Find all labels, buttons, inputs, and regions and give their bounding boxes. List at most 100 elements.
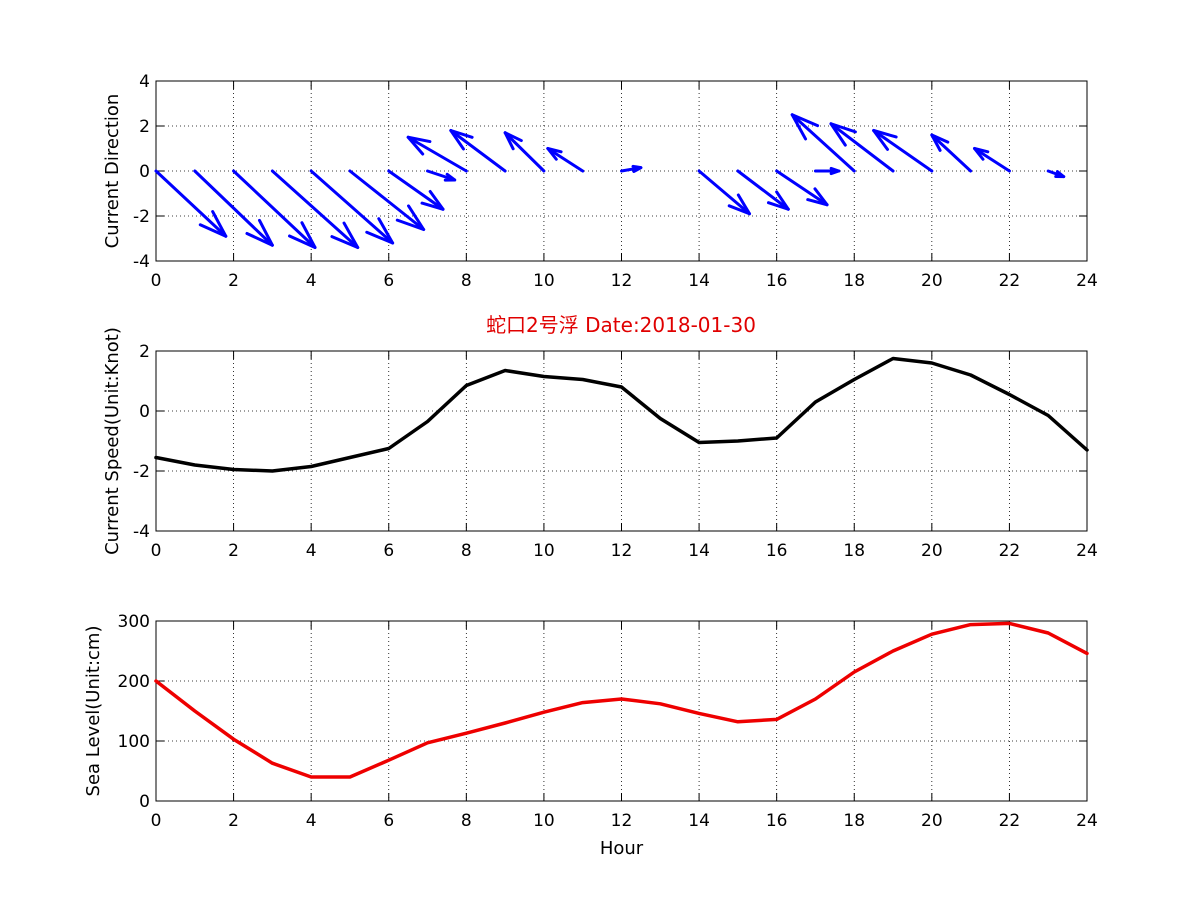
x-tick-label: 12 [611, 271, 633, 291]
vector-head [406, 135, 432, 156]
series-line [154, 356, 1089, 473]
vector-shaft [309, 169, 395, 245]
x-tick-label: 22 [999, 541, 1021, 561]
current-vector [697, 169, 752, 216]
x-tick-label: 8 [461, 811, 472, 831]
vector-head [872, 129, 898, 151]
x-tick-label: 2 [228, 541, 239, 561]
vector-shaft [193, 169, 274, 247]
vector-head [829, 122, 857, 147]
x-tick-label: 2 [228, 811, 239, 831]
y-tick-label: 2 [139, 117, 150, 137]
current-vector [829, 122, 895, 173]
x-axis-label: Hour [600, 838, 644, 859]
x-tick-label: 16 [766, 541, 788, 561]
x-tick-label: 20 [921, 811, 943, 831]
vector-shaft [790, 113, 856, 173]
current-vector [232, 169, 317, 249]
y-tick-label: 300 [118, 612, 150, 632]
y-tick-label: 0 [139, 402, 150, 422]
vector-shaft [546, 147, 585, 173]
x-tick-label: 20 [921, 541, 943, 561]
vector-head [288, 221, 317, 249]
vector-head [973, 147, 990, 161]
vector-head [365, 217, 395, 245]
vector-head [443, 172, 457, 182]
current-vector [775, 169, 829, 207]
x-tick-label: 14 [688, 541, 710, 561]
vector-head [449, 129, 474, 151]
vector-shaft [232, 169, 317, 249]
vector-head [420, 190, 445, 211]
current-vector [503, 131, 546, 173]
vector-head [330, 221, 360, 249]
vector-shaft [406, 135, 468, 173]
y-axis-label: Current Speed(Unit:Knot) [102, 327, 123, 555]
y-tick-label: 200 [118, 672, 150, 692]
vector-head [546, 147, 563, 161]
x-tick-label: 4 [306, 541, 317, 561]
vector-shaft [348, 169, 426, 231]
y-tick-label: -2 [133, 462, 150, 482]
x-tick-label: 10 [533, 811, 555, 831]
current-vector [193, 169, 274, 247]
x-tick-label: 4 [306, 811, 317, 831]
vector-shaft [829, 122, 895, 173]
vector-shaft [449, 129, 507, 173]
vector-head [1054, 170, 1066, 179]
current-vector [270, 169, 360, 249]
vector-head [829, 166, 841, 176]
current-vector [309, 169, 395, 245]
x-tick-label: 22 [999, 271, 1021, 291]
y-tick-label: 100 [118, 732, 150, 752]
x-tick-label: 6 [383, 541, 394, 561]
y-tick-label: -2 [133, 207, 150, 227]
x-tick-label: 14 [688, 271, 710, 291]
x-tick-label: 10 [533, 271, 555, 291]
vector-shaft [973, 147, 1011, 173]
x-tick-label: 18 [843, 271, 865, 291]
current-vector [813, 166, 841, 176]
vector-shaft [426, 169, 457, 182]
y-tick-label: 0 [139, 162, 150, 182]
vector-shaft [503, 131, 546, 173]
current-vector [406, 135, 468, 173]
vector-shaft [872, 129, 934, 173]
x-tick-label: 16 [766, 271, 788, 291]
vector-head [727, 193, 752, 216]
x-tick-label: 20 [921, 271, 943, 291]
y-tick-label: -4 [133, 252, 150, 272]
vector-shaft [270, 169, 360, 249]
vector-head [503, 131, 523, 151]
current-vector [154, 169, 228, 238]
x-tick-label: 0 [151, 541, 162, 561]
x-tick-label: 0 [151, 811, 162, 831]
x-tick-label: 14 [688, 811, 710, 831]
y-axis-label: Sea Level(Unit:cm) [83, 626, 104, 797]
x-tick-label: 2 [228, 271, 239, 291]
x-tick-label: 22 [999, 811, 1021, 831]
x-tick-label: 6 [383, 811, 394, 831]
current-vector [620, 164, 643, 173]
current-vector [426, 169, 457, 182]
vector-shaft [387, 169, 445, 211]
vector-head [806, 187, 829, 207]
current-vector [973, 147, 1011, 173]
x-tick-label: 24 [1076, 811, 1098, 831]
vector-head [790, 113, 820, 141]
x-tick-label: 6 [383, 271, 394, 291]
vector-head [198, 210, 228, 238]
vector-shaft [930, 133, 973, 173]
x-tick-label: 18 [843, 811, 865, 831]
vector-head [766, 190, 790, 211]
vector-shaft [736, 169, 790, 211]
x-tick-label: 24 [1076, 271, 1098, 291]
y-tick-label: -4 [133, 522, 150, 542]
current-vector [387, 169, 445, 211]
series-line [154, 621, 1089, 779]
current-vector [930, 133, 973, 173]
x-tick-label: 12 [611, 541, 633, 561]
